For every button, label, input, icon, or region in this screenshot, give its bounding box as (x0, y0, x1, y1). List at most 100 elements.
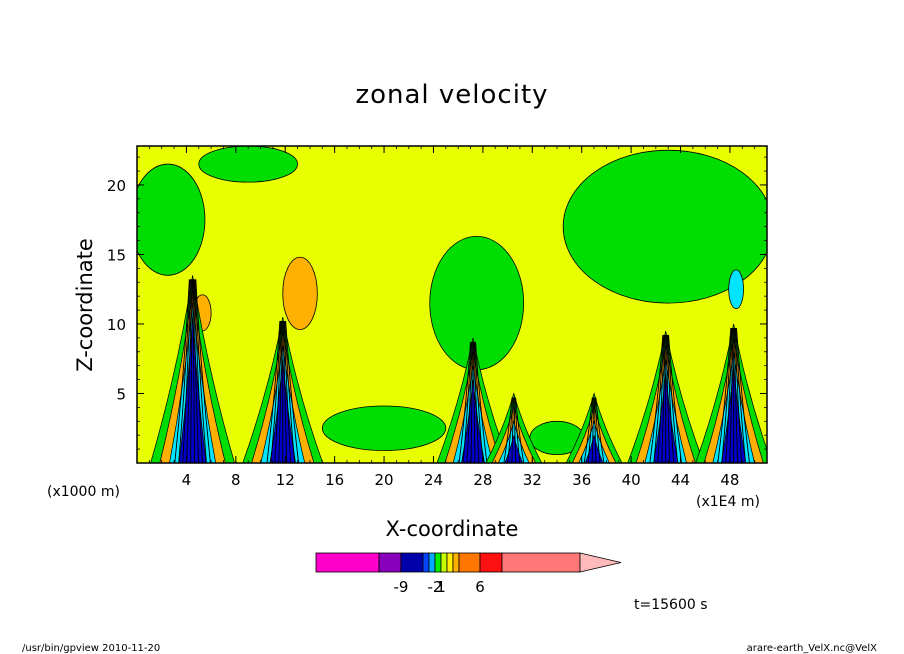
contour-line (507, 397, 514, 463)
contour-line (717, 327, 732, 463)
contour-region (429, 235, 525, 371)
contour-line (591, 397, 595, 463)
contour-line (174, 279, 190, 463)
contour-line (278, 321, 283, 463)
contour-line (666, 334, 675, 463)
x-tick-label: 4 (182, 471, 192, 489)
colorbar: -9 -21 6 (315, 552, 622, 596)
contour-line (733, 327, 739, 463)
contour-line (270, 320, 282, 463)
colorbar-swatch (446, 552, 454, 573)
x-tick-label: 36 (572, 471, 591, 489)
footer-right: arare-earth_VelX.nc@VelX (747, 643, 878, 654)
contour-line (735, 327, 746, 463)
contour-line (583, 397, 593, 463)
plume-layer (178, 317, 207, 463)
x-tick-label: 8 (231, 471, 241, 489)
contour-line (274, 320, 282, 463)
contour-line (195, 279, 211, 463)
colorbar-swatch (501, 552, 581, 573)
contour-line (178, 279, 191, 463)
contour-line (736, 327, 750, 463)
colorbar-swatch (428, 552, 436, 573)
colorbar-swatch (400, 552, 424, 573)
chart-title: zonal velocity (355, 80, 548, 110)
colorbar-swatch (434, 552, 442, 573)
y-tick-label: 20 (107, 177, 126, 195)
x-axis-label: X-coordinate (386, 517, 519, 541)
colorbar-label: -2 (428, 578, 443, 596)
contour-line (473, 341, 480, 463)
contour-line (182, 279, 192, 463)
colorbar-swatch (440, 552, 448, 573)
contour-line (472, 341, 476, 463)
contour-region (562, 149, 767, 304)
contour-line (595, 397, 605, 463)
contour-line (594, 397, 601, 463)
colorbar-swatch (378, 552, 402, 573)
contour-line (653, 334, 664, 463)
contour-line (513, 397, 517, 463)
contour-line (192, 279, 196, 463)
colorbar-swatch (315, 552, 380, 573)
contour-line (725, 327, 733, 463)
contour-line (514, 397, 521, 463)
contour-line (193, 279, 199, 463)
x-tick-label: 20 (375, 471, 394, 489)
contour-line (285, 320, 300, 463)
colorbar-arrow (579, 552, 622, 573)
footer-left: /usr/bin/gpview 2010-11-20 (22, 643, 160, 654)
contour-line (503, 397, 513, 463)
x-tick-label: 48 (720, 471, 739, 489)
y-tick-label: 10 (107, 316, 126, 334)
contour-region (282, 256, 318, 330)
contour-line (734, 327, 743, 463)
contour-line (668, 334, 682, 463)
x-tick-label: 32 (523, 471, 542, 489)
contour-line (721, 327, 732, 463)
contour-line (475, 341, 488, 463)
contour-line (729, 327, 734, 463)
contour-region (198, 146, 298, 183)
y-axis-ticks: 5 10 15 20 (107, 156, 767, 450)
contour-line (186, 279, 192, 463)
contour-line (649, 334, 664, 463)
y-tick-label: 15 (107, 246, 126, 264)
colorbar-label: -9 (394, 578, 409, 596)
contour-region (137, 163, 206, 276)
contour-line (667, 334, 679, 463)
contour-line (194, 279, 207, 463)
x-tick-label: 28 (473, 471, 492, 489)
y-axis-label: Z-coordinate (73, 238, 97, 372)
contour-line (283, 320, 292, 463)
contour-regions (137, 146, 767, 456)
contour-line (661, 334, 666, 463)
x-tick-label: 40 (622, 471, 641, 489)
contour-line (657, 334, 665, 463)
colorbar-swatch (452, 552, 460, 573)
contour-region (728, 269, 744, 310)
contour-line (193, 279, 203, 463)
contour-line (587, 397, 594, 463)
x-tick-label: 24 (424, 471, 443, 489)
contour-line (283, 321, 288, 463)
contour-line (458, 341, 471, 463)
contour-line (511, 397, 514, 463)
contour-line (190, 279, 193, 463)
contour-line (462, 341, 472, 463)
contour-region (321, 405, 447, 451)
colorbar-swatch (479, 552, 503, 573)
convective-plumes (150, 275, 767, 463)
contour-line (665, 334, 671, 463)
colorbar-label: 6 (475, 578, 485, 596)
x-unit-right: (x1E4 m) (696, 494, 760, 510)
contour-line (266, 320, 281, 463)
contour-line (515, 397, 525, 463)
colorbar-swatch (422, 552, 430, 573)
x-axis-ticks: 4 8 12 16 20 24 28 32 36 40 44 48 (136, 146, 768, 489)
x-tick-label: 16 (325, 471, 344, 489)
colorbar-swatch (458, 552, 481, 573)
x-tick-label: 44 (671, 471, 690, 489)
